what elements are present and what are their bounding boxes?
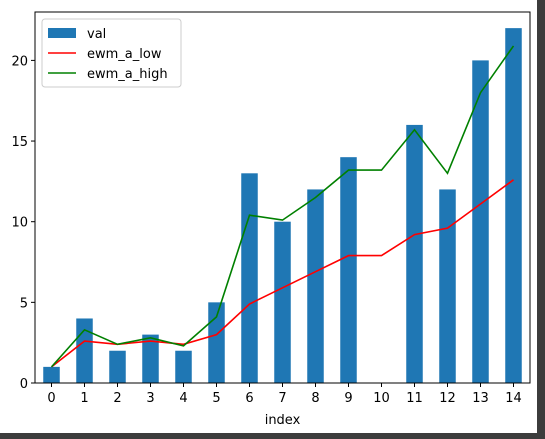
x-tick-label-1: 1 <box>80 391 88 406</box>
bar-14 <box>505 28 522 384</box>
x-tick-label-9: 9 <box>344 391 352 406</box>
figure: 0 1 2 3 4 5 6 7 8 9 10 11 12 13 14 0 5 10 15 20 index val e… <box>0 0 537 433</box>
x-axis-ticks: 0 1 2 3 4 5 6 7 8 9 10 11 12 13 14 <box>47 383 522 406</box>
x-tick-label-0: 0 <box>47 391 55 406</box>
bar-4 <box>175 350 192 383</box>
bars-layer <box>43 28 522 384</box>
x-tick-label-3: 3 <box>146 391 154 406</box>
bar-2 <box>109 350 126 383</box>
bar-0 <box>43 366 60 383</box>
y-tick-label-10: 10 <box>11 216 28 231</box>
legend: val ewm_a_low ewm_a_high <box>41 18 182 88</box>
x-tick-label-13: 13 <box>472 391 489 406</box>
bar-7 <box>274 221 291 383</box>
bar-12 <box>439 189 456 383</box>
line-ewm_a_low <box>51 179 514 368</box>
y-tick-label-0: 0 <box>20 377 28 392</box>
x-tick-label-10: 10 <box>373 391 390 406</box>
x-tick-label-7: 7 <box>278 391 286 406</box>
y-axis-ticks: 0 5 10 15 20 <box>11 54 35 392</box>
x-tick-label-6: 6 <box>245 391 253 406</box>
x-tick-label-12: 12 <box>439 391 456 406</box>
bar-6 <box>241 173 258 383</box>
y-tick-label-5: 5 <box>20 296 28 311</box>
legend-box <box>41 18 182 88</box>
bar-13 <box>472 60 489 384</box>
bar-11 <box>406 124 423 384</box>
x-tick-label-14: 14 <box>505 391 522 406</box>
legend-label-ewm_a_low: ewm_a_low <box>87 47 162 62</box>
bar-3 <box>142 334 159 383</box>
x-tick-label-4: 4 <box>179 391 187 406</box>
y-tick-label-15: 15 <box>11 135 28 150</box>
bar-1 <box>76 318 93 383</box>
x-axis-label: index <box>265 413 301 428</box>
legend-label-ewm_a_high: ewm_a_high <box>87 67 168 82</box>
bar-9 <box>340 157 357 383</box>
x-tick-label-5: 5 <box>212 391 220 406</box>
x-tick-label-11: 11 <box>406 391 423 406</box>
bar-8 <box>307 189 324 383</box>
legend-swatch-val <box>48 28 76 38</box>
y-tick-label-20: 20 <box>11 54 28 69</box>
line-ewm_a_high <box>50 45 515 368</box>
x-tick-label-8: 8 <box>311 391 319 406</box>
bar-5 <box>208 302 225 383</box>
x-tick-label-2: 2 <box>113 391 121 406</box>
legend-label-val: val <box>87 27 106 42</box>
lines-layer <box>50 45 515 368</box>
